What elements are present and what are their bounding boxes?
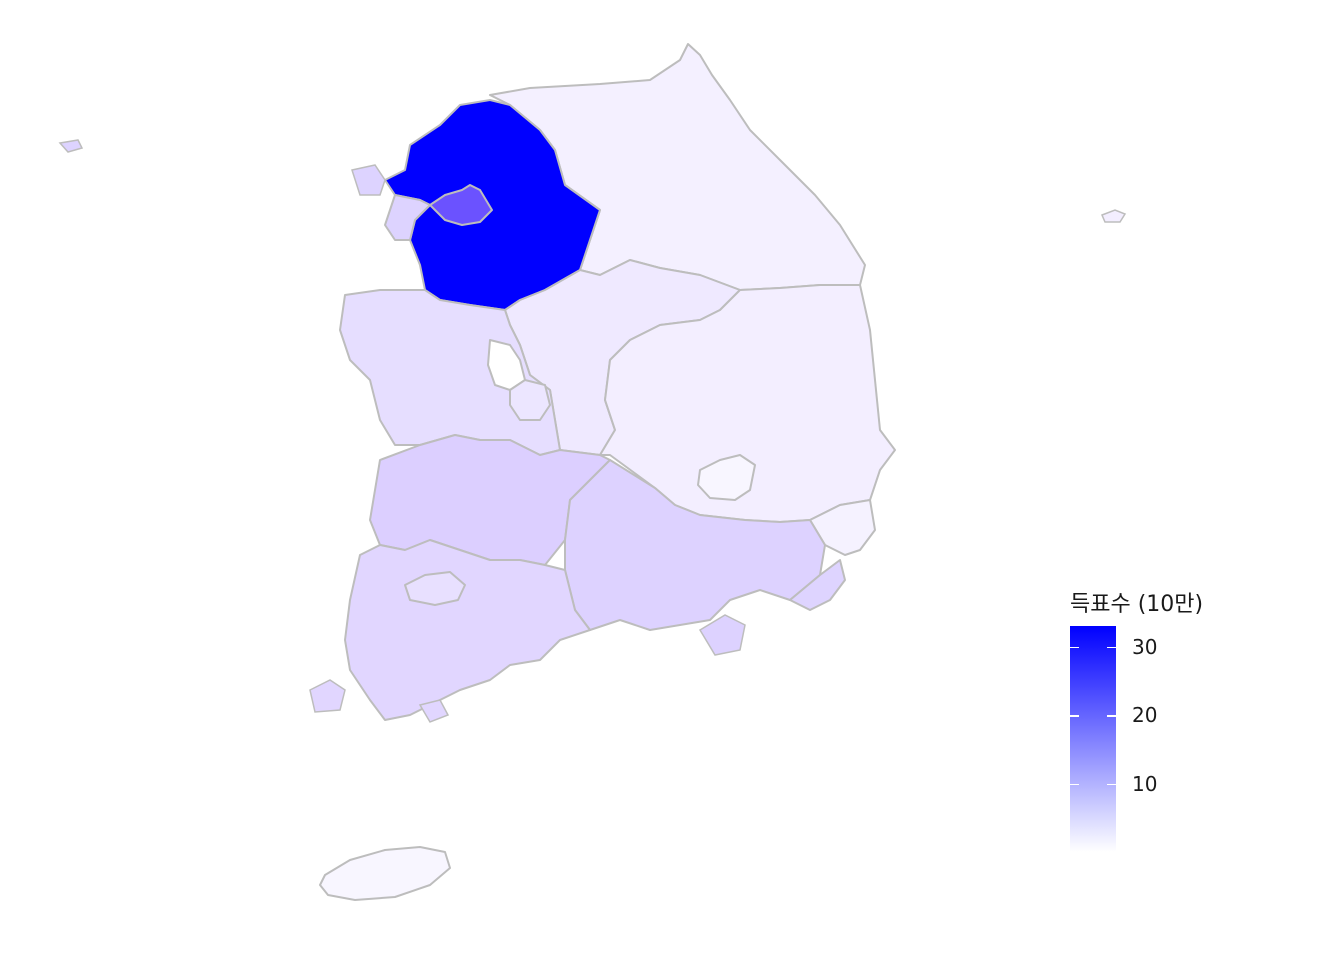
legend-tick-mark — [1107, 783, 1116, 785]
region-seoul[interactable] — [429, 184, 493, 226]
island-ulleung — [1101, 209, 1127, 223]
island-incheon-north — [351, 164, 386, 196]
legend-tick-mark — [1070, 715, 1079, 717]
region-jeju[interactable] — [319, 846, 451, 901]
island-south-1 — [309, 679, 346, 713]
region-gwangju[interactable] — [404, 571, 466, 606]
island-south-3 — [418, 699, 450, 723]
island-south-2 — [698, 614, 746, 656]
region-incheon[interactable] — [384, 194, 431, 241]
legend-tick-label: 20 — [1132, 703, 1158, 728]
legend-tick-mark — [1107, 715, 1116, 717]
region-jeonnam[interactable] — [344, 539, 591, 721]
legend-color-bar — [1070, 626, 1116, 852]
legend-tick-mark — [1070, 783, 1079, 785]
legend: 득표수 (10만) 30 20 10 — [1070, 586, 1270, 866]
legend-title: 득표수 (10만) — [1070, 592, 1204, 617]
legend-tick-label: 10 — [1132, 771, 1158, 796]
legend-tick-mark — [1107, 646, 1116, 649]
region-daegu[interactable] — [697, 454, 756, 501]
island-northwest — [58, 139, 84, 153]
region-daejeon[interactable] — [509, 379, 551, 421]
legend-tick-mark — [1070, 646, 1079, 649]
region-gyeongnam[interactable] — [564, 459, 826, 631]
legend-tick-label: 30 — [1132, 634, 1158, 659]
region-busan[interactable] — [789, 559, 846, 611]
region-ulsan[interactable] — [809, 499, 876, 556]
